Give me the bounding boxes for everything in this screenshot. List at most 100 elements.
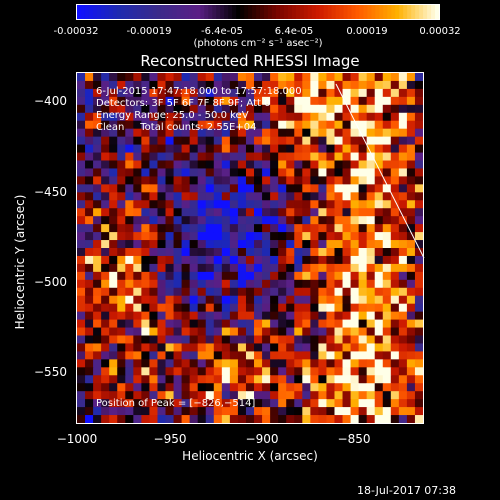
heatmap-cell <box>109 367 118 376</box>
heatmap-cell <box>93 335 102 344</box>
heatmap-cell <box>125 255 134 265</box>
heatmap-cell <box>374 120 384 130</box>
heatmap-cell <box>326 160 335 169</box>
heatmap-cell <box>109 128 118 138</box>
colorbar-segment <box>295 5 301 19</box>
heatmap-cell <box>390 327 400 336</box>
heatmap-cell <box>390 295 400 305</box>
heatmap-cell <box>221 73 231 82</box>
heatmap-cell <box>398 271 408 281</box>
heatmap-cell <box>302 319 311 329</box>
heatmap-cell <box>141 216 150 225</box>
heatmap-cell <box>254 184 263 193</box>
heatmap-cell <box>133 391 142 400</box>
heatmap-cell <box>406 240 416 249</box>
heatmap-cell <box>310 327 319 336</box>
x-tick-label: −900 <box>245 432 279 446</box>
heatmap-cell <box>286 112 295 122</box>
heatmap-cell <box>326 184 335 193</box>
heatmap-cell <box>229 128 239 138</box>
heatmap-cell <box>101 192 110 201</box>
heatmap-cell <box>342 391 352 400</box>
colorbar-segment <box>415 5 420 19</box>
heatmap-cell <box>302 96 311 106</box>
heatmap-cell <box>294 184 303 193</box>
heatmap-cell <box>189 415 199 423</box>
heatmap-cell <box>149 208 158 217</box>
heatmap-cell <box>229 399 239 408</box>
heatmap-cell <box>173 279 183 289</box>
colorbar-segment <box>347 5 353 19</box>
heatmap-cell <box>254 176 263 185</box>
heatmap-cell <box>358 192 368 201</box>
heatmap-cell <box>254 359 263 368</box>
heatmap-cell <box>197 168 207 177</box>
heatmap-cell <box>302 295 311 305</box>
heatmap-cell <box>406 136 416 146</box>
heatmap-cell <box>374 367 384 376</box>
heatmap-cell <box>270 335 279 344</box>
heatmap-cell <box>318 120 327 130</box>
heatmap-cell <box>358 255 368 265</box>
colorbar-segment <box>379 5 384 19</box>
heatmap-cell <box>85 311 94 321</box>
heatmap-cell <box>117 160 126 169</box>
heatmap-cell <box>157 128 167 138</box>
colorbar <box>76 4 440 20</box>
heatmap-cell <box>374 383 384 392</box>
heatmap-cell <box>133 152 142 161</box>
heatmap-cell <box>101 248 110 257</box>
heatmap-cell <box>157 303 167 313</box>
heatmap-cell <box>237 319 247 329</box>
heatmap-cell <box>302 176 311 185</box>
heatmap-cell <box>414 200 423 209</box>
heatmap-cell <box>205 311 215 321</box>
heatmap-cell <box>165 255 175 265</box>
heatmap-cell <box>85 255 94 265</box>
colorbar-segment <box>96 5 102 19</box>
heatmap-cell <box>173 112 183 122</box>
heatmap-cell <box>334 232 344 241</box>
heatmap-cell <box>189 144 199 154</box>
heatmap-cell <box>310 263 319 273</box>
heatmap-cell <box>165 311 175 321</box>
heatmap-cell <box>286 160 295 169</box>
heatmap-cell <box>93 168 102 177</box>
heatmap-cell <box>374 232 384 241</box>
heatmap-cell <box>286 200 295 209</box>
heatmap-cell <box>237 88 247 98</box>
heatmap-cell <box>406 311 416 321</box>
heatmap-cell <box>157 359 167 368</box>
heatmap-cell <box>213 303 223 313</box>
heatmap-cell <box>165 224 175 233</box>
heatmap-cell <box>398 208 408 217</box>
heatmap-cell <box>213 279 223 289</box>
heatmap-cell <box>294 224 303 233</box>
heatmap-cell <box>254 367 263 376</box>
heatmap-cell <box>278 144 287 154</box>
heatmap-cell <box>157 208 167 217</box>
heatmap-cell <box>254 224 263 233</box>
heatmap-cell <box>125 359 134 368</box>
heatmap-cell <box>366 391 376 400</box>
heatmap-cell <box>125 311 134 321</box>
heatmap-cell <box>237 176 247 185</box>
heatmap-cell <box>181 351 191 360</box>
heatmap-cell <box>85 184 94 193</box>
annotation-energy: Energy Range: 25.0 - 50.0 keV <box>96 110 249 121</box>
heatmap-cell <box>229 295 239 305</box>
heatmap-cell <box>221 96 231 106</box>
heatmap-cell <box>350 399 360 408</box>
heatmap-cell <box>117 399 126 408</box>
heatmap-cell <box>414 73 423 82</box>
heatmap-cell <box>358 375 368 384</box>
heatmap-cell <box>173 240 183 249</box>
heatmap-cell <box>278 152 287 161</box>
colorbar-segment <box>160 5 166 19</box>
heatmap-cell <box>165 200 175 209</box>
heatmap-cell <box>326 375 335 384</box>
heatmap-cell <box>358 415 368 423</box>
heatmap-cell <box>382 407 392 416</box>
heatmap-cell <box>205 104 215 114</box>
heatmap-cell <box>165 184 175 193</box>
